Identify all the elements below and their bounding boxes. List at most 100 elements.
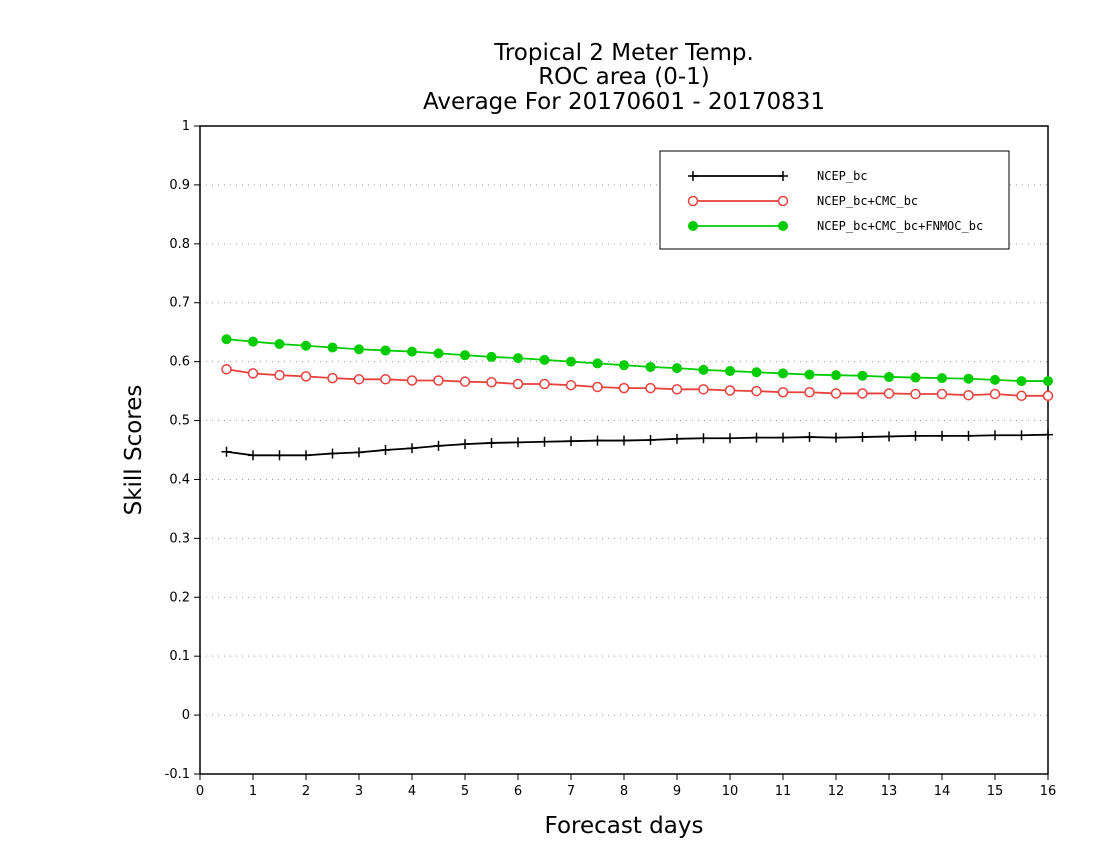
data-point xyxy=(460,439,470,450)
legend-label: NCEP_bc xyxy=(817,169,868,183)
legend-marker xyxy=(688,221,698,231)
legend-marker xyxy=(777,195,789,207)
y-tick-label: 0.5 xyxy=(169,414,190,429)
data-point xyxy=(645,382,656,394)
data-point xyxy=(592,358,603,369)
legend-item: NCEP_bc xyxy=(688,169,868,183)
legend-marker xyxy=(688,171,698,181)
data-point xyxy=(380,374,391,385)
data-point xyxy=(671,384,683,395)
data-point xyxy=(725,366,735,377)
data-point xyxy=(327,372,338,384)
y-tick-label: 0.6 xyxy=(169,355,190,370)
data-point xyxy=(751,385,762,397)
series-line xyxy=(226,433,1049,457)
y-tick-label: -0.1 xyxy=(165,767,190,782)
data-point xyxy=(592,381,603,393)
legend-box xyxy=(659,150,1010,250)
legend-item: NCEP_bc+CMC_bc+FNMOC_bc xyxy=(688,219,983,233)
data-point xyxy=(804,387,815,398)
data-point xyxy=(672,433,682,444)
data-point xyxy=(618,382,630,394)
legend: NCEP_bc NCEP_bc+CMC_bc NCEP_bc+CMC_bc+FNMO… xyxy=(659,150,1010,250)
data-point xyxy=(274,450,285,461)
data-point xyxy=(857,370,868,381)
data-point xyxy=(354,447,364,458)
data-point xyxy=(539,354,550,365)
data-point xyxy=(804,432,815,443)
legend-label: NCEP_bc+CMC_bc xyxy=(817,194,918,208)
data-point xyxy=(884,431,894,442)
y-tick-label: 0.1 xyxy=(169,649,190,664)
data-point xyxy=(1016,376,1027,387)
series-3 xyxy=(221,334,1053,387)
data-point xyxy=(937,430,947,441)
data-point xyxy=(327,448,338,459)
data-point xyxy=(433,375,444,386)
data-point xyxy=(301,340,311,351)
x-tick-label: 16 xyxy=(1040,784,1057,799)
x-tick-label: 8 xyxy=(620,784,628,799)
x-tick-label: 6 xyxy=(514,784,522,799)
data-point xyxy=(910,388,921,400)
data-point xyxy=(830,388,842,399)
data-point xyxy=(698,364,709,375)
data-point xyxy=(619,435,629,446)
data-point xyxy=(1043,429,1053,440)
data-point xyxy=(698,433,709,444)
data-point xyxy=(990,374,1000,385)
y-tick-label: 0.7 xyxy=(169,296,190,311)
data-point xyxy=(460,350,470,361)
y-axis: -0.1 0 0.1 0.2 0.3 0.4 0.5 0.6 0.7 0.8 0.9 1 xyxy=(165,119,200,782)
data-point xyxy=(592,435,603,446)
x-tick-label: 14 xyxy=(934,784,951,799)
data-point xyxy=(619,360,629,371)
series-2 xyxy=(221,364,1054,402)
x-tick-label: 15 xyxy=(987,784,1004,799)
x-tick-label: 9 xyxy=(673,784,681,799)
data-point xyxy=(300,371,312,382)
data-point xyxy=(459,376,471,387)
data-point xyxy=(910,430,921,441)
data-point xyxy=(698,384,709,395)
data-point xyxy=(645,361,656,372)
data-point xyxy=(221,446,232,457)
data-point xyxy=(1043,376,1053,387)
x-tick-label: 4 xyxy=(408,784,416,799)
data-point xyxy=(513,437,523,448)
chart-title-line-3: Average For 20170601 - 20170831 xyxy=(423,89,825,115)
x-tick-label: 11 xyxy=(775,784,792,799)
data-point xyxy=(778,368,788,379)
data-point xyxy=(831,370,841,381)
y-tick-label: 0.3 xyxy=(169,531,190,546)
x-tick-label: 2 xyxy=(302,784,310,799)
data-point xyxy=(512,378,524,390)
data-point xyxy=(1016,430,1027,441)
data-point xyxy=(990,430,1000,441)
y-tick-label: 0 xyxy=(182,708,190,723)
y-axis-title: Skill Scores xyxy=(121,385,147,516)
data-point xyxy=(989,388,1001,400)
data-point xyxy=(910,372,921,383)
data-point xyxy=(883,388,895,399)
x-tick-label: 1 xyxy=(249,784,257,799)
data-point xyxy=(380,445,391,455)
series-layer xyxy=(221,334,1054,461)
data-point xyxy=(936,388,948,400)
chart-title-line-1: Tropical 2 Meter Temp. xyxy=(493,40,754,66)
x-axis-title: Forecast days xyxy=(545,813,704,839)
series-line xyxy=(226,368,1048,397)
y-tick-label: 0.4 xyxy=(169,472,190,487)
data-point xyxy=(804,369,815,380)
legend-marker xyxy=(778,171,788,181)
data-point xyxy=(433,348,444,359)
data-point xyxy=(327,342,338,353)
data-point xyxy=(963,373,974,384)
x-tick-label: 12 xyxy=(828,784,845,799)
data-point xyxy=(274,338,285,349)
data-point xyxy=(645,434,656,445)
data-point xyxy=(1042,390,1054,402)
y-tick-label: 0.8 xyxy=(169,237,190,252)
x-tick-label: 7 xyxy=(567,784,575,799)
